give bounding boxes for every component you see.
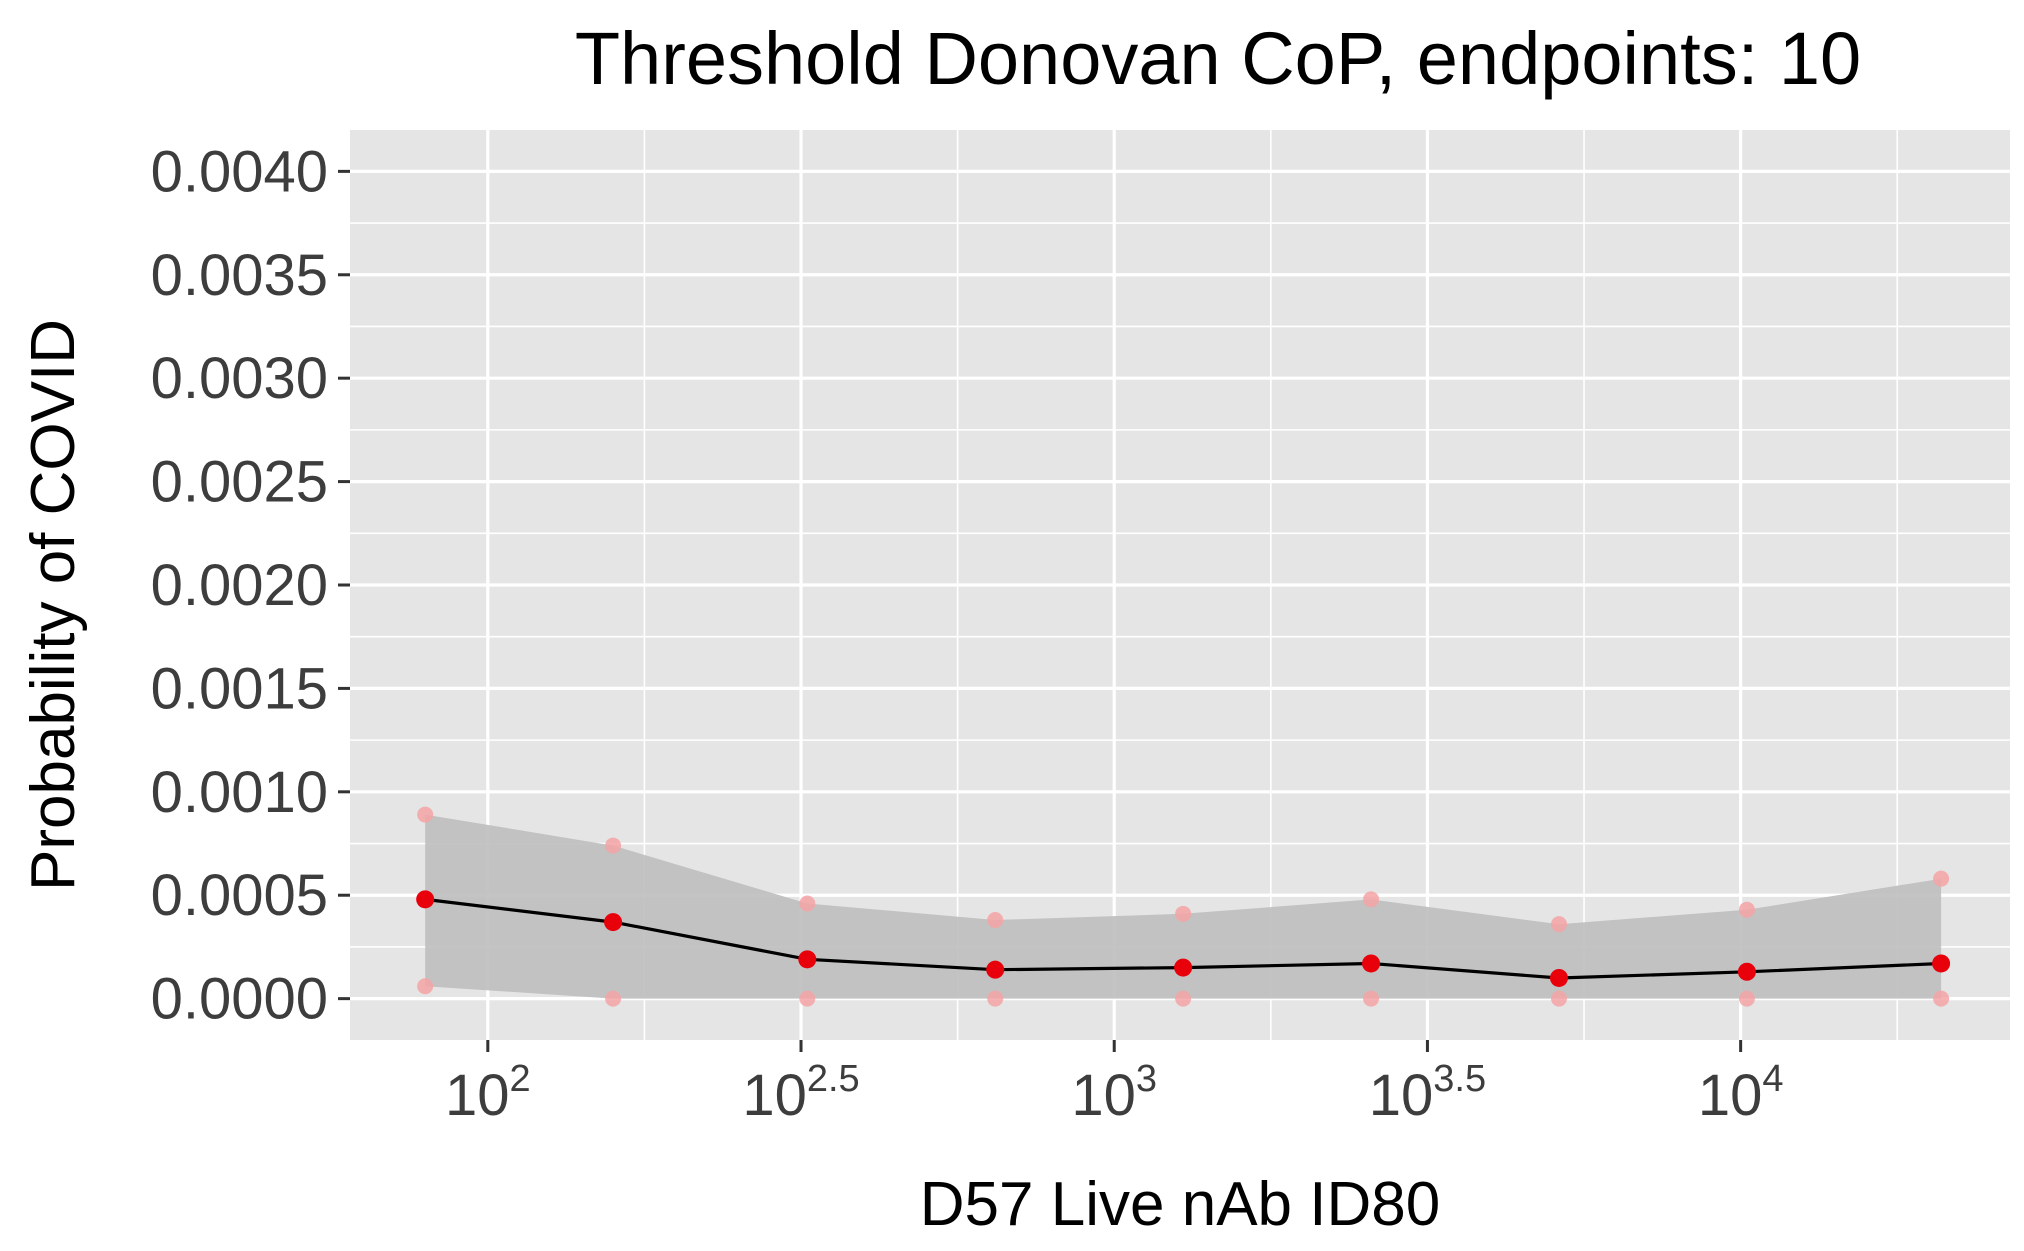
upper-bound-point bbox=[1738, 901, 1755, 918]
upper-bound-point bbox=[1175, 905, 1192, 922]
x-tick-label: 102.5 bbox=[742, 1058, 859, 1128]
x-axis: 102 102.5 103 103.5 104 bbox=[445, 1040, 1783, 1128]
y-tick-label: 0.0025 bbox=[151, 450, 328, 515]
upper-bound-point bbox=[987, 912, 1004, 929]
estimate-point bbox=[1932, 954, 1951, 973]
estimate-point bbox=[798, 950, 817, 969]
estimate-point bbox=[986, 960, 1005, 979]
estimate-point bbox=[1362, 954, 1381, 973]
lower-bound-point bbox=[1363, 990, 1380, 1007]
y-axis: 0.0000 0.0005 0.0010 0.0015 0.0020 0.0025 0.00… bbox=[151, 139, 350, 1032]
lower-bound-point bbox=[1550, 990, 1567, 1007]
x-tick-label: 103 bbox=[1071, 1058, 1157, 1128]
lower-bound-point bbox=[1175, 990, 1192, 1007]
lower-bound-point bbox=[605, 990, 622, 1007]
upper-bound-point bbox=[1550, 916, 1567, 933]
estimate-point bbox=[604, 913, 623, 932]
y-tick-label: 0.0030 bbox=[151, 346, 328, 411]
x-tick-label: 102 bbox=[445, 1058, 531, 1128]
chart-title: Threshold Donovan CoP, endpoints: 10 bbox=[575, 17, 1861, 100]
y-axis-title: Probability of COVID bbox=[19, 319, 88, 891]
estimate-point bbox=[1174, 958, 1193, 977]
y-tick-label: 0.0035 bbox=[151, 243, 328, 308]
y-tick-label: 0.0005 bbox=[151, 863, 328, 928]
y-tick-label: 0.0010 bbox=[151, 760, 328, 825]
y-tick-label: 0.0000 bbox=[151, 967, 328, 1032]
upper-bound-point bbox=[1933, 870, 1950, 887]
x-tick-label: 104 bbox=[1698, 1058, 1784, 1128]
lower-bound-point bbox=[987, 990, 1004, 1007]
y-tick-label: 0.0015 bbox=[151, 656, 328, 721]
upper-bound-point bbox=[799, 895, 816, 912]
points-layer bbox=[416, 806, 1951, 1007]
x-axis-title: D57 Live nAb ID80 bbox=[920, 1170, 1440, 1239]
estimate-point bbox=[416, 890, 435, 909]
lower-bound-point bbox=[417, 978, 434, 995]
lower-bound-point bbox=[799, 990, 816, 1007]
lower-bound-point bbox=[1738, 990, 1755, 1007]
upper-bound-point bbox=[417, 806, 434, 823]
y-tick-label: 0.0020 bbox=[151, 553, 328, 618]
y-tick-label: 0.0040 bbox=[151, 139, 328, 204]
upper-bound-point bbox=[1363, 891, 1380, 908]
estimate-point bbox=[1737, 962, 1756, 981]
lower-bound-point bbox=[1933, 990, 1950, 1007]
upper-bound-point bbox=[605, 837, 622, 854]
estimate-point bbox=[1549, 968, 1568, 987]
x-tick-label: 103.5 bbox=[1369, 1058, 1486, 1128]
